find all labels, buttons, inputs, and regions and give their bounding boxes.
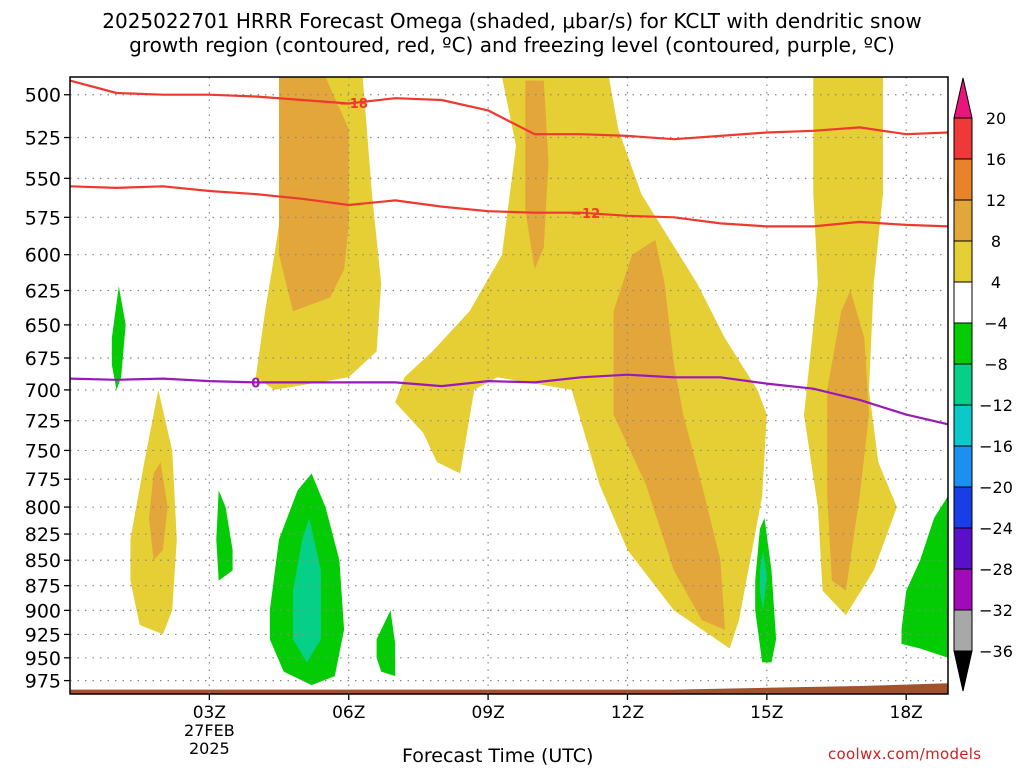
y-tick-label-775: 775: [25, 469, 61, 491]
colorbar-under-tip: [953, 650, 973, 692]
colorbar-over-tip: [953, 77, 973, 119]
colorbar-label-2: 12: [986, 191, 1006, 210]
y-tick-label-700: 700: [25, 380, 61, 402]
omega-region-3: [525, 80, 549, 270]
omega-region-16: [901, 496, 948, 658]
colorbar-segment-5: [953, 322, 973, 365]
x-tick-label-03Z: 03Z: [193, 703, 226, 723]
y-tick-label-925: 925: [25, 624, 61, 646]
x-tick-label-12Z: 12Z: [611, 703, 644, 723]
omega-region-9: [111, 286, 126, 390]
contour-line--12: [70, 185, 948, 228]
colorbar-segment-12: [953, 609, 973, 652]
plot-frame: [69, 76, 949, 695]
x-tick-label-18Z: 18Z: [890, 703, 923, 723]
ground-layer: [70, 683, 948, 694]
colorbar-segment-9: [953, 486, 973, 529]
grid-lines: [70, 77, 948, 694]
contour-labels: −18 −12 0: [251, 97, 600, 391]
y-axis: 500 525 550 575 600 625 650 675 700 725 750 775 800 8…: [25, 85, 70, 693]
colorbar-segment-7: [953, 404, 973, 447]
omega-region-1: [279, 77, 349, 312]
chart-title-line1: 2025022701 HRRR Forecast Omega (shaded, …: [102, 9, 922, 33]
colorbar-label-1: 16: [986, 150, 1006, 169]
y-tick-label-850: 850: [25, 550, 61, 572]
colorbar-label-0: 20: [986, 109, 1006, 128]
x-tick-label-09Z: 09Z: [471, 703, 504, 723]
colorbar-label-9: −20: [979, 478, 1013, 497]
colorbar-label-11: −28: [979, 560, 1013, 579]
colorbar-label-3: 8: [991, 232, 1001, 251]
colorbar-segment-1: [953, 158, 973, 201]
y-tick-label-800: 800: [25, 497, 61, 519]
omega-region-15: [759, 549, 767, 611]
y-tick-label-825: 825: [25, 524, 61, 546]
colorbar-segment-2: [953, 199, 973, 242]
y-tick-label-875: 875: [25, 576, 61, 598]
omega-region-13: [376, 610, 396, 677]
credit-text: coolwx.com/models: [828, 745, 982, 763]
omega-region-4: [613, 239, 725, 630]
y-tick-label-600: 600: [25, 245, 61, 267]
ground-surface: [70, 683, 948, 694]
y-tick-label-525: 525: [25, 128, 61, 150]
omega-region-8: [149, 462, 168, 561]
omega-shading: [111, 77, 948, 686]
colorbar-label-8: −16: [979, 437, 1013, 456]
x-tick-label-15Z: 15Z: [750, 703, 783, 723]
contour-label-0: 0: [251, 376, 260, 391]
colorbar-segment-11: [953, 568, 973, 611]
colorbar-segment-6: [953, 363, 973, 406]
contour-line--18: [70, 79, 948, 141]
y-tick-label-500: 500: [25, 85, 61, 107]
x-tick-label-06Z: 06Z: [332, 703, 365, 723]
y-tick-label-675: 675: [25, 348, 61, 370]
y-tick-label-650: 650: [25, 315, 61, 337]
colorbar-segment-10: [953, 527, 973, 570]
y-tick-label-750: 750: [25, 440, 61, 462]
x-tick-date-label: 27FEB: [184, 721, 235, 740]
y-tick-label-950: 950: [25, 648, 61, 670]
contour-lines: [70, 79, 948, 426]
chart-title-line2: growth region (contoured, red, ºC) and f…: [129, 33, 895, 57]
colorbar-segment-4: [953, 281, 973, 324]
colorbar-label-5: −4: [984, 314, 1008, 333]
omega-region-14: [755, 518, 777, 663]
omega-region-12: [293, 518, 321, 663]
colorbar: 20 16 12 8 4 −4 −8 −12 −16 −20 −24 −28 −32 −36: [953, 77, 1013, 692]
colorbar-segment-8: [953, 445, 973, 488]
y-tick-label-725: 725: [25, 411, 61, 433]
contour-line-0: [70, 373, 948, 426]
y-tick-label-575: 575: [25, 207, 61, 229]
colorbar-label-10: −24: [979, 519, 1013, 538]
omega-region-6: [827, 290, 869, 591]
x-tick-year-label: 2025: [189, 739, 230, 758]
colorbar-label-12: −32: [979, 601, 1013, 620]
y-tick-label-975: 975: [25, 671, 61, 693]
contour-label--12: −12: [571, 207, 600, 222]
omega-region-10: [216, 490, 233, 581]
y-tick-label-625: 625: [25, 280, 61, 302]
contour-label--18: −18: [339, 97, 368, 112]
colorbar-segment-0: [953, 117, 973, 160]
x-axis-label: Forecast Time (UTC): [402, 745, 594, 767]
y-tick-label-900: 900: [25, 600, 61, 622]
colorbar-label-4: 4: [991, 273, 1001, 292]
colorbar-label-13: −36: [979, 642, 1013, 661]
y-tick-label-550: 550: [25, 168, 61, 190]
colorbar-segment-3: [953, 240, 973, 283]
colorbar-label-7: −12: [979, 396, 1013, 415]
colorbar-label-6: −8: [984, 355, 1008, 374]
